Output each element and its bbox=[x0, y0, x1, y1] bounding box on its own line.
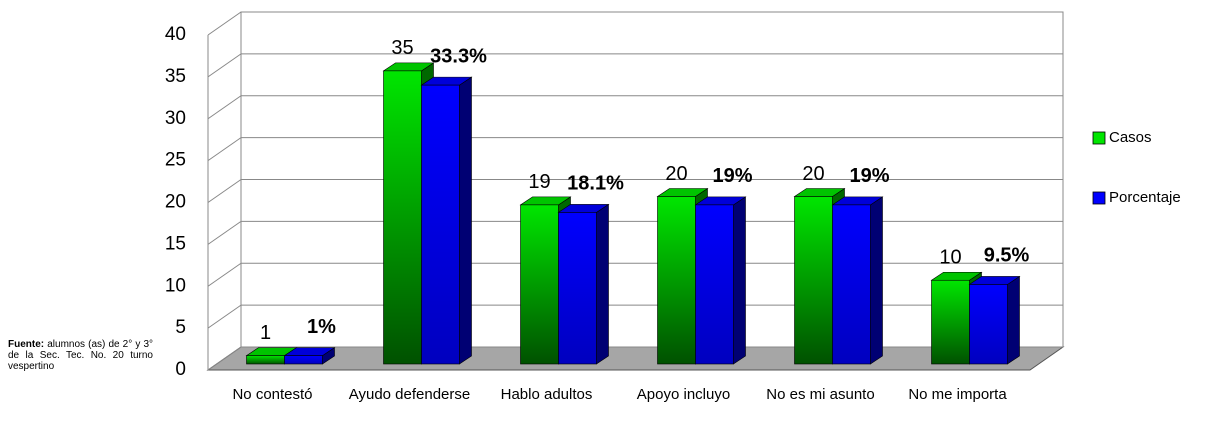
bar-front bbox=[558, 212, 597, 365]
bar bbox=[283, 347, 336, 365]
y-tick-label: 35 bbox=[165, 66, 186, 87]
value-label: 1% bbox=[307, 316, 336, 338]
grid-line-side bbox=[207, 220, 242, 245]
y-tick-label: 10 bbox=[165, 275, 186, 296]
source-text: alumnos (as) de 2° y 3° de la Sec. Tec. … bbox=[8, 339, 154, 372]
value-label: 18.1% bbox=[567, 173, 624, 195]
bar-front bbox=[794, 196, 833, 365]
y-tick-label: 0 bbox=[175, 359, 186, 380]
bar-front bbox=[246, 355, 285, 365]
value-label: 33.3% bbox=[430, 45, 487, 67]
y-tick-label: 20 bbox=[165, 192, 186, 213]
grid-line-side bbox=[207, 95, 242, 120]
x-tick-label: No contestó bbox=[232, 386, 313, 403]
x-tick-label: Ayudo defenderse bbox=[348, 386, 471, 403]
value-label: 9.5% bbox=[984, 245, 1030, 267]
value-label: 20 bbox=[665, 163, 687, 185]
value-label: 19% bbox=[849, 165, 889, 187]
bar bbox=[694, 196, 747, 365]
source-note: Fuente: alumnos (as) de 2° y 3° de la Se… bbox=[8, 339, 153, 372]
bar bbox=[420, 76, 473, 365]
bar-front bbox=[421, 84, 460, 365]
bar-front bbox=[383, 70, 422, 365]
bar-side bbox=[870, 196, 883, 365]
value-label: 19% bbox=[712, 165, 752, 187]
y-tick-label: 30 bbox=[165, 108, 186, 129]
legend-swatch bbox=[1092, 131, 1106, 145]
bar-side bbox=[596, 203, 609, 365]
bar bbox=[831, 196, 884, 365]
value-label: 1 bbox=[260, 322, 271, 344]
bar-front bbox=[284, 355, 323, 365]
legend-label: Porcentaje bbox=[1109, 189, 1181, 206]
x-tick-label: No es mi asunto bbox=[766, 386, 875, 403]
bar-front bbox=[657, 196, 696, 365]
bar-front bbox=[695, 204, 734, 365]
grid-line-side bbox=[207, 346, 242, 371]
bar-front bbox=[832, 204, 871, 365]
value-label: 10 bbox=[939, 247, 961, 269]
bar-side bbox=[459, 76, 472, 365]
grid-line-side bbox=[207, 262, 242, 287]
source-label: Fuente: bbox=[8, 339, 45, 350]
legend-swatch bbox=[1092, 191, 1106, 205]
x-tick-label: Hablo adultos bbox=[500, 386, 593, 403]
y-tick-label: 5 bbox=[175, 317, 186, 338]
y-tick-label: 25 bbox=[165, 150, 186, 171]
bar-side bbox=[733, 196, 746, 365]
y-tick-label: 40 bbox=[165, 24, 186, 45]
grid-line-side bbox=[207, 137, 242, 162]
grid-line-side bbox=[207, 53, 242, 78]
grid-line-side bbox=[207, 11, 242, 36]
value-label: 35 bbox=[391, 37, 413, 59]
y-tick-label: 15 bbox=[165, 233, 186, 254]
bar-front bbox=[969, 284, 1008, 365]
bar-front bbox=[931, 279, 970, 365]
value-label: 19 bbox=[528, 171, 550, 193]
bar bbox=[557, 203, 610, 365]
bar bbox=[968, 275, 1021, 365]
value-label: 20 bbox=[802, 163, 824, 185]
legend-label: Casos bbox=[1109, 129, 1152, 146]
x-tick-label: Apoyo incluyo bbox=[636, 386, 731, 403]
bar-front bbox=[520, 204, 559, 365]
bar-side bbox=[1007, 275, 1020, 365]
grid-line-side bbox=[207, 179, 242, 203]
x-tick-label: No me importa bbox=[908, 386, 1007, 403]
grid-line-side bbox=[207, 304, 242, 329]
